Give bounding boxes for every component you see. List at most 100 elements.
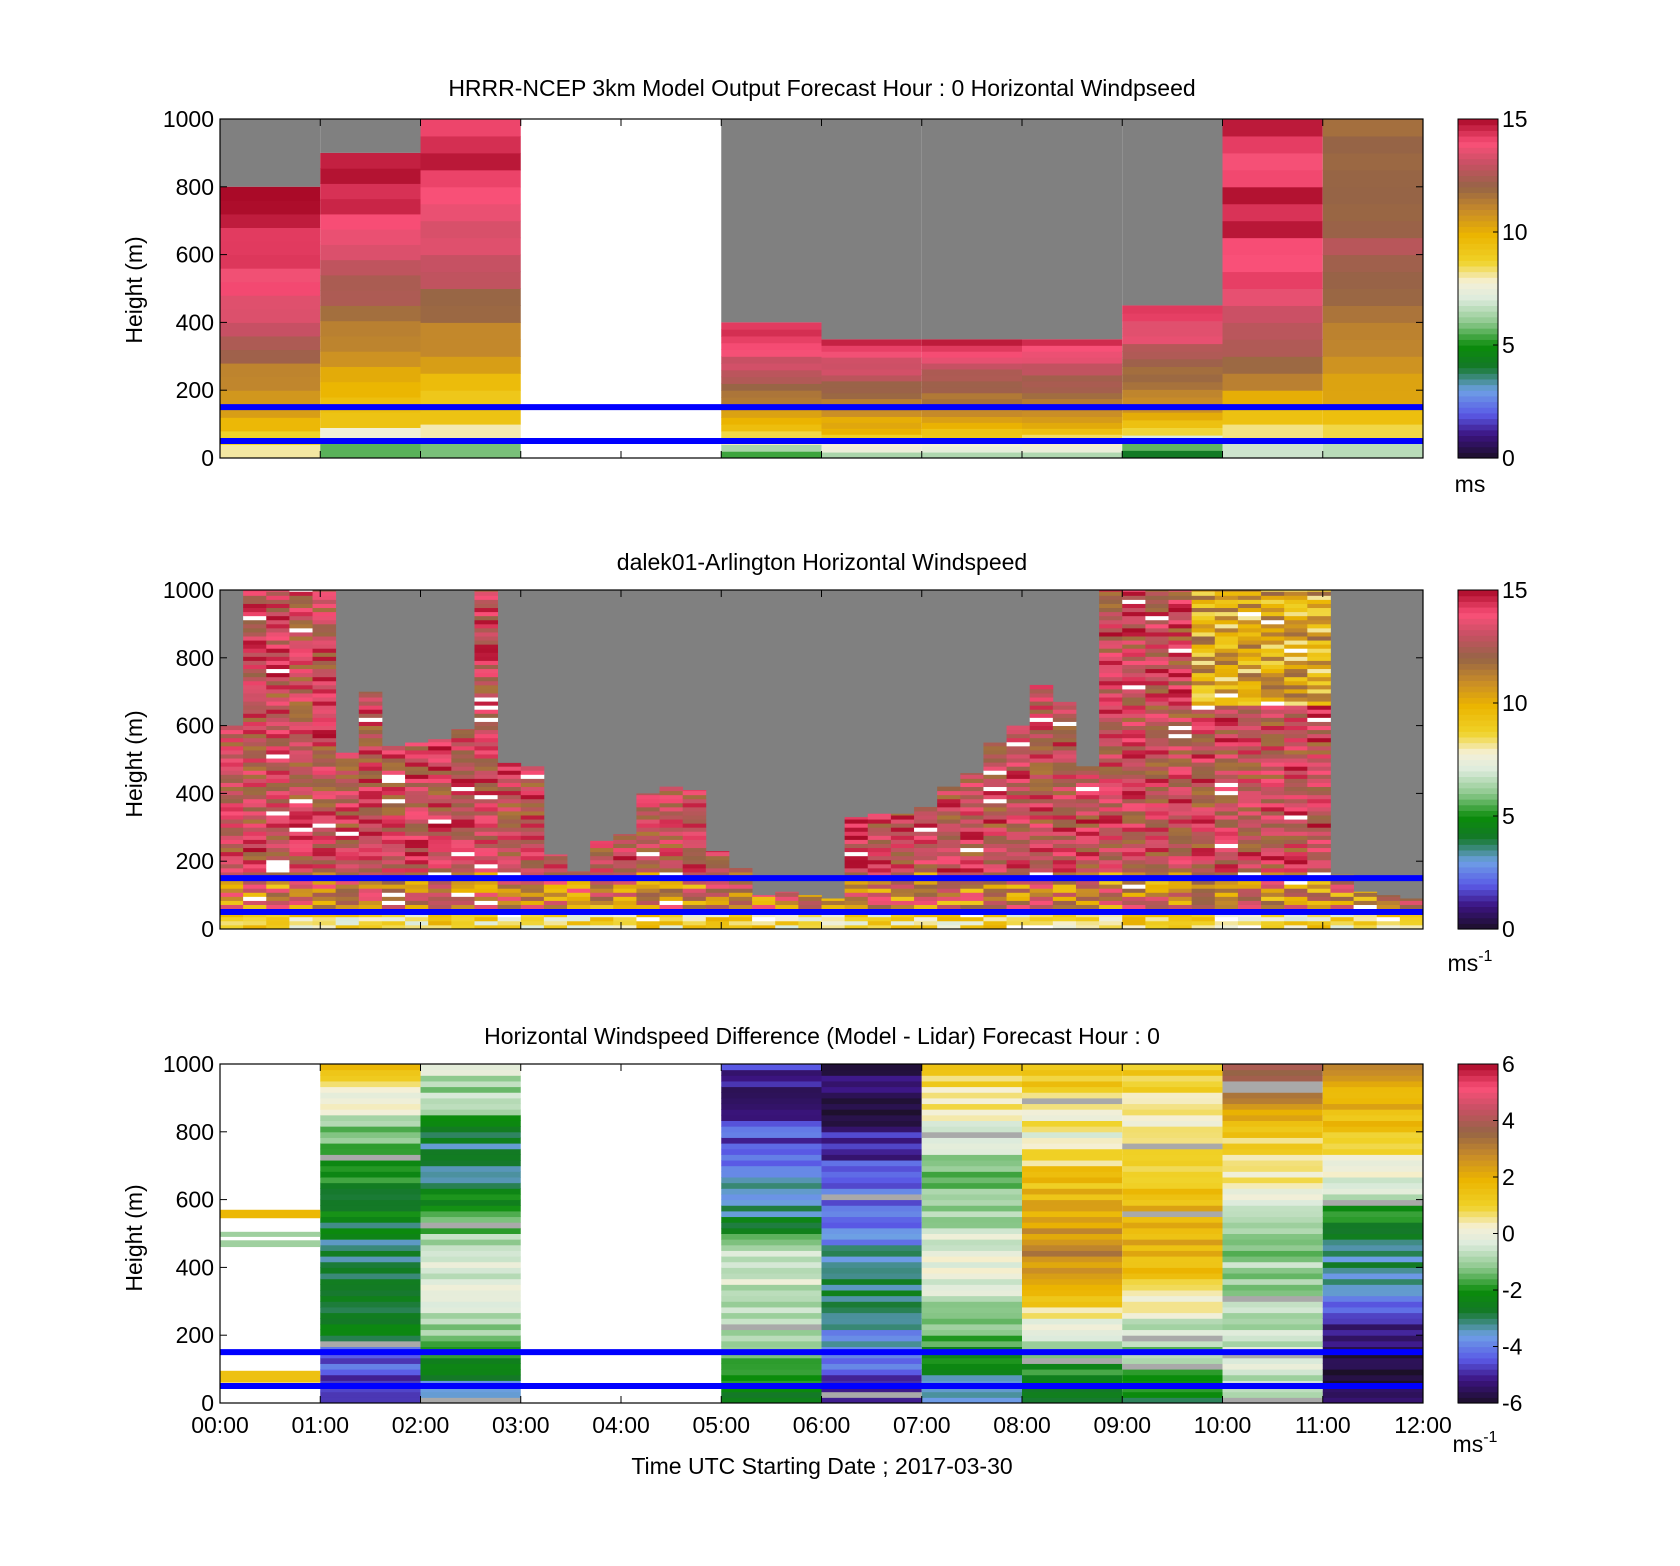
lidar-cell — [1099, 855, 1123, 861]
lidar-cell — [1168, 847, 1193, 853]
lidar-cell — [1307, 721, 1331, 726]
difference-cell — [320, 1278, 421, 1285]
difference-cell — [320, 1103, 421, 1110]
colorbar-swatch — [1458, 742, 1498, 749]
lidar-cell — [428, 851, 452, 857]
lidar-cell — [1122, 802, 1146, 808]
lidar-cell — [1029, 754, 1054, 759]
difference-cell — [1022, 1143, 1123, 1150]
model-cell — [420, 322, 521, 340]
lidar-cell — [1006, 729, 1031, 735]
lidar-cell — [914, 855, 938, 861]
colorbar-swatch — [1458, 719, 1498, 727]
colorbar-tick-label: -6 — [1502, 1390, 1522, 1416]
difference-cell — [320, 1352, 421, 1359]
lidar-cell — [867, 859, 892, 865]
lidar-cell — [659, 835, 684, 840]
lidar-cell — [1237, 811, 1262, 816]
lidar-cell — [312, 603, 337, 609]
lidar-cell — [1307, 725, 1331, 731]
lidar-cell — [428, 741, 452, 747]
lidar-cell — [266, 863, 290, 869]
lidar-cell — [358, 851, 383, 857]
lidar-cell — [520, 778, 545, 783]
lidar-cell — [1237, 705, 1262, 710]
lidar-cell — [1168, 892, 1193, 897]
lidar-cell — [1122, 725, 1146, 731]
lidar-cell — [1122, 827, 1146, 832]
model-cell — [1022, 434, 1123, 441]
lidar-cell — [358, 867, 383, 873]
lidar-cell — [1261, 802, 1285, 808]
lidar-cell — [474, 802, 499, 808]
difference-cell — [320, 1193, 421, 1201]
lidar-cell — [1191, 750, 1216, 755]
lidar-cell — [520, 880, 545, 885]
lidar-cell — [1122, 819, 1146, 824]
lidar-cell — [312, 636, 337, 641]
difference-cell — [320, 1335, 421, 1342]
lidar-cell — [1261, 623, 1285, 629]
difference-cell — [420, 1177, 521, 1184]
lidar-cell — [289, 754, 313, 759]
colorbar-swatch — [1458, 407, 1498, 414]
difference-cell — [420, 1306, 521, 1314]
lidar-cell — [1214, 924, 1239, 930]
lidar-cell — [266, 640, 290, 645]
model-cell — [921, 428, 1022, 435]
lidar-cell — [335, 916, 360, 922]
lidar-cell — [1237, 880, 1262, 885]
lidar-cell — [1168, 782, 1193, 788]
x-tick-label: 10:00 — [1194, 1412, 1252, 1438]
difference-cell — [1022, 1363, 1123, 1370]
lidar-cell — [474, 648, 499, 653]
model-cell — [1222, 441, 1323, 459]
lidar-cell — [682, 880, 707, 885]
lidar-cell — [289, 806, 313, 812]
colorbar-swatch — [1458, 311, 1498, 318]
colorbar-swatch — [1458, 595, 1498, 602]
lidar-cell — [983, 770, 1007, 775]
lidar-cell — [1191, 590, 1216, 592]
lidar-cell — [289, 619, 313, 625]
difference-cell — [1222, 1352, 1323, 1359]
lidar-cell — [266, 855, 290, 861]
colorbar-swatch — [1458, 1318, 1498, 1325]
x-tick-label: 12:00 — [1394, 1412, 1452, 1438]
lidar-cell — [474, 766, 499, 771]
model-cell — [721, 390, 822, 398]
model-cell — [1222, 237, 1323, 256]
lidar-cell — [1168, 900, 1193, 905]
difference-cell — [921, 1193, 1022, 1201]
lidar-cell — [1122, 872, 1146, 877]
lidar-cell — [867, 823, 892, 828]
lidar-cell — [1052, 863, 1077, 869]
lidar-cell — [220, 884, 244, 889]
lidar-cell — [1237, 790, 1262, 796]
lidar-cell — [243, 880, 267, 885]
lidar-cell — [1099, 827, 1123, 832]
lidar-cell — [1099, 794, 1123, 800]
lidar-cell — [1099, 896, 1123, 901]
difference-cell — [420, 1233, 521, 1240]
lidar-cell — [266, 782, 290, 788]
lidar-cell — [266, 644, 290, 649]
difference-cell — [721, 1239, 822, 1246]
difference-cell — [320, 1064, 421, 1071]
lidar-cell — [1307, 867, 1331, 873]
colorbar-swatch — [1458, 912, 1498, 919]
panel-2-colorbar-unit: ms-1 — [1448, 948, 1493, 976]
lidar-cell — [1075, 806, 1100, 812]
lidar-cell — [220, 770, 244, 775]
lidar-cell — [1006, 888, 1031, 893]
model-cell — [1222, 254, 1323, 273]
lidar-cell — [428, 754, 452, 759]
lidar-cell — [266, 684, 290, 690]
lidar-cell — [659, 827, 684, 832]
colorbar-swatch — [1458, 618, 1498, 625]
difference-cell — [420, 1301, 521, 1308]
lidar-cell — [983, 847, 1007, 853]
difference-cell — [1322, 1126, 1423, 1133]
lidar-cell — [289, 611, 313, 617]
difference-cell — [1122, 1154, 1223, 1161]
